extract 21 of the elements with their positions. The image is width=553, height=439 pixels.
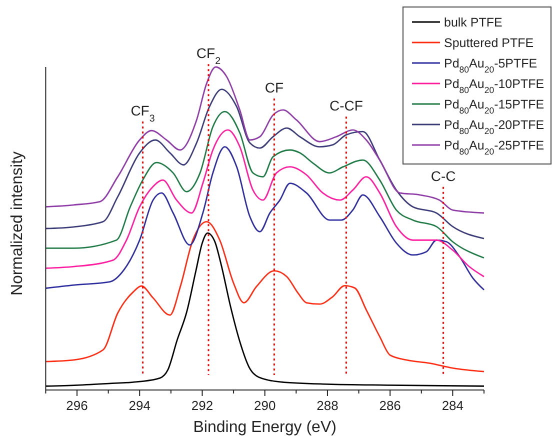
ref-line-label: CF [264,79,284,96]
legend-label: Pd$_{80}$Au$_{20}$-20PTFE [444,118,544,136]
x-tick-label: 286 [379,398,401,413]
x-tick-label: 288 [316,398,338,413]
x-tick-label: 290 [254,398,276,413]
legend-label: Sputtered PTFE [444,36,534,50]
y-axis-title: Normalized intensity [9,151,26,296]
legend-label: bulk PTFE [444,16,502,30]
x-tick-label: 294 [128,398,150,413]
legend-label: Pd$_{80}$Au$_{20}$-5PTFE [444,56,538,74]
x-axis-title: Binding Energy (eV) [193,419,336,436]
ref-line-label: C-C [430,168,456,184]
legend-label: Pd$_{80}$Au$_{20}$-25PTFE [444,138,544,156]
x-tick-label: 296 [66,398,88,413]
ref-line-label: CF$_{3}$ [130,102,156,124]
x-tick-label: 284 [442,398,464,413]
ref-line-label: C-CF [330,98,363,114]
x-tick-label: 292 [191,398,214,413]
ref-line-label: CF$_{2}$ [196,45,221,67]
legend-label: Pd$_{80}$Au$_{20}$-15PTFE [444,98,544,116]
legend-label: Pd$_{80}$Au$_{20}$-10PTFE [444,77,544,95]
